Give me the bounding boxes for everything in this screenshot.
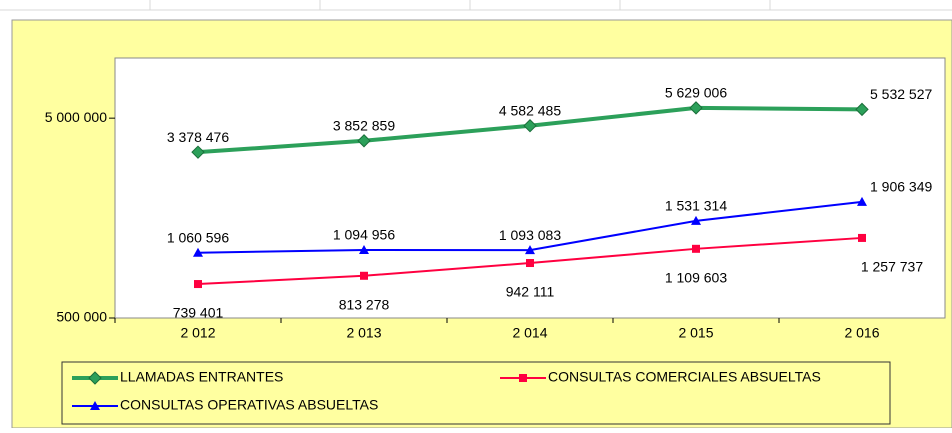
data-label: 942 111 xyxy=(506,284,555,300)
data-label: 1 906 349 xyxy=(870,179,932,195)
y-tick-label: 500 000 xyxy=(56,309,107,325)
marker xyxy=(857,196,867,206)
x-tick-label: 2 016 xyxy=(844,325,879,341)
data-label: 813 278 xyxy=(339,296,390,312)
marker xyxy=(519,374,527,382)
x-tick-label: 2 012 xyxy=(180,325,215,341)
marker xyxy=(692,244,700,253)
data-label: 5 629 006 xyxy=(665,85,727,101)
x-tick-label: 2 014 xyxy=(512,325,547,341)
data-label: 1 093 083 xyxy=(499,227,561,243)
marker xyxy=(691,215,701,225)
legend-label: CONSULTAS COMERCIALES ABSUELTAS xyxy=(548,369,821,385)
legend xyxy=(61,361,891,425)
legend-label: CONSULTAS OPERATIVAS ABSUELTAS xyxy=(120,397,378,413)
marker xyxy=(525,245,535,255)
marker xyxy=(526,259,534,268)
y-tick-label: 5 000 000 xyxy=(45,109,107,125)
data-label: 1 531 314 xyxy=(665,198,727,214)
marker xyxy=(855,102,869,117)
data-label: 1 060 596 xyxy=(167,229,229,245)
marker xyxy=(858,233,866,242)
plot-area xyxy=(114,57,946,319)
marker xyxy=(88,371,102,385)
data-label: 4 582 485 xyxy=(499,102,561,118)
data-label: 1 257 737 xyxy=(861,259,923,275)
data-label: 3 378 476 xyxy=(167,129,229,145)
marker xyxy=(194,280,202,289)
data-label: 1 094 956 xyxy=(333,227,395,243)
x-tick-label: 2 013 xyxy=(346,325,381,341)
data-label: 1 109 603 xyxy=(665,270,727,286)
marker xyxy=(360,271,368,280)
marker xyxy=(359,244,369,254)
marker xyxy=(523,119,537,133)
data-label: 739 401 xyxy=(173,305,224,321)
marker xyxy=(90,401,100,410)
data-label: 5 532 527 xyxy=(870,86,932,102)
marker xyxy=(191,145,205,159)
marker xyxy=(193,247,203,257)
marker xyxy=(689,101,703,115)
legend-label: LLAMADAS ENTRANTES xyxy=(120,369,283,385)
x-tick-label: 2 015 xyxy=(678,325,713,341)
data-label: 3 852 859 xyxy=(333,117,395,133)
marker xyxy=(357,134,371,148)
